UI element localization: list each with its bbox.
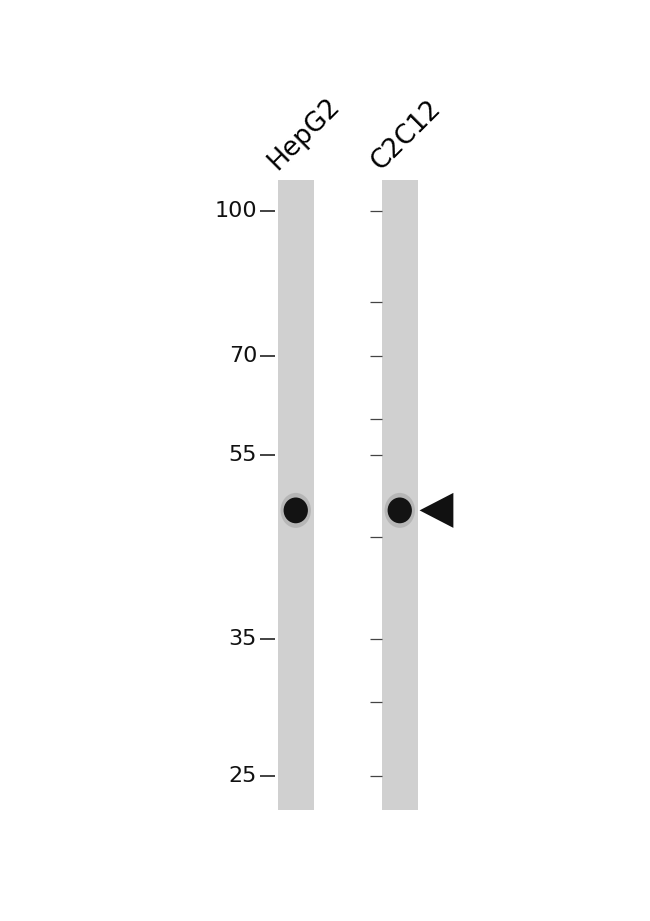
Ellipse shape xyxy=(387,497,412,523)
Bar xyxy=(382,180,417,810)
Ellipse shape xyxy=(283,497,308,523)
Text: 70: 70 xyxy=(229,346,257,367)
Text: 35: 35 xyxy=(229,629,257,649)
Polygon shape xyxy=(420,493,454,528)
Bar xyxy=(278,180,313,810)
Ellipse shape xyxy=(281,493,311,528)
Text: C2C12: C2C12 xyxy=(367,95,447,175)
Ellipse shape xyxy=(385,493,415,528)
Text: HepG2: HepG2 xyxy=(263,93,345,175)
Text: 55: 55 xyxy=(229,445,257,465)
Text: 25: 25 xyxy=(229,766,257,787)
Text: 100: 100 xyxy=(214,201,257,221)
